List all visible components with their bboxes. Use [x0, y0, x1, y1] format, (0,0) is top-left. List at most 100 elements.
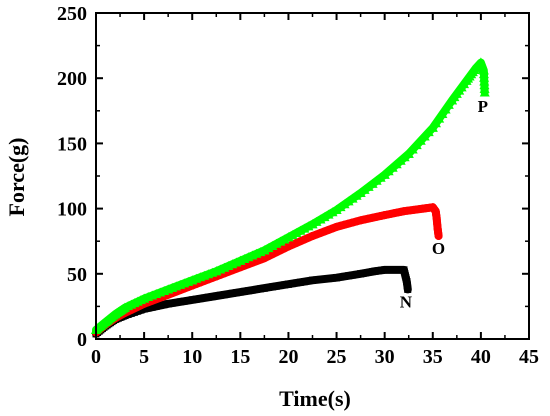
data-point — [110, 309, 121, 319]
data-point — [260, 284, 268, 292]
data-point — [313, 276, 321, 284]
data-point — [236, 288, 244, 296]
data-point — [235, 255, 246, 265]
data-point — [341, 272, 349, 280]
data-point — [163, 284, 174, 294]
data-point — [272, 282, 280, 290]
data-point — [432, 213, 441, 222]
x-axis-title: Time(s) — [279, 386, 351, 411]
data-point — [176, 298, 184, 306]
data-point — [188, 296, 196, 304]
data-point — [204, 293, 212, 301]
data-point — [284, 280, 292, 288]
data-point — [220, 291, 228, 299]
data-point — [319, 212, 330, 222]
data-point — [434, 231, 443, 240]
x-tick-label: 10 — [182, 346, 202, 368]
data-point — [433, 224, 442, 233]
data-point — [184, 297, 192, 305]
data-point — [403, 148, 414, 158]
data-point — [139, 293, 150, 303]
data-point — [256, 285, 264, 293]
data-point — [304, 277, 312, 285]
data-point — [308, 231, 317, 240]
data-point — [276, 282, 284, 290]
y-tick-label: 200 — [57, 68, 87, 90]
data-point — [252, 285, 260, 293]
data-point — [307, 219, 318, 229]
data-point — [284, 242, 293, 251]
x-tick-label: 45 — [519, 346, 539, 368]
annotation-N: N — [400, 293, 413, 312]
data-point — [283, 232, 294, 242]
data-point — [260, 254, 269, 263]
data-point — [168, 299, 176, 307]
annotations: N O P — [400, 97, 488, 312]
data-point — [317, 275, 325, 283]
x-tick-label: 40 — [471, 346, 491, 368]
series-line — [92, 58, 489, 334]
data-point — [232, 289, 240, 297]
data-point — [479, 87, 490, 97]
data-point — [443, 99, 454, 109]
data-point — [419, 204, 428, 213]
data-point — [321, 275, 329, 283]
data-point — [337, 273, 345, 281]
x-tick-label: 0 — [91, 346, 101, 368]
data-point — [371, 267, 379, 275]
data-point — [100, 317, 111, 327]
data-point — [196, 295, 204, 303]
data-point — [300, 278, 308, 286]
data-point — [353, 270, 361, 278]
data-point — [447, 95, 458, 105]
data-point — [357, 270, 365, 278]
data-point — [440, 104, 451, 114]
data-point — [164, 300, 172, 308]
y-tick-label: 150 — [57, 133, 87, 155]
data-point — [259, 245, 270, 255]
data-point — [248, 286, 256, 294]
x-tick-label: 15 — [230, 346, 250, 368]
data-point — [461, 75, 472, 85]
data-point — [119, 302, 130, 312]
data-point — [380, 211, 389, 220]
data-point — [471, 62, 482, 72]
data-point — [244, 287, 252, 295]
series-P — [91, 57, 490, 334]
data-point — [156, 302, 164, 310]
annotation-O: O — [432, 239, 445, 258]
data-point — [427, 122, 438, 132]
data-point — [379, 169, 390, 179]
data-point — [148, 303, 156, 311]
data-point — [280, 281, 288, 289]
data-point — [144, 304, 152, 312]
data-point — [228, 289, 236, 297]
data-point — [216, 291, 224, 299]
data-point — [152, 302, 160, 310]
data-point — [327, 207, 338, 217]
data-point — [212, 292, 220, 300]
data-point — [478, 65, 489, 75]
data-point — [296, 278, 304, 286]
data-point — [333, 274, 341, 282]
data-point — [475, 57, 486, 67]
data-point — [268, 283, 276, 291]
data-point — [187, 275, 198, 285]
y-tick-label: 50 — [67, 264, 87, 286]
data-point — [140, 305, 148, 313]
data-point — [390, 266, 398, 274]
data-point — [323, 209, 334, 219]
data-point — [200, 294, 208, 302]
y-tick-label: 250 — [57, 3, 87, 25]
data-point — [160, 301, 168, 309]
data-point — [434, 113, 445, 123]
data-point — [403, 278, 411, 286]
data-point — [329, 274, 337, 282]
y-axis-title: Force(g) — [4, 138, 29, 217]
y-tick-label: 0 — [77, 329, 87, 351]
x-tick-label: 35 — [423, 346, 443, 368]
series-layer — [91, 57, 490, 338]
x-tick-label: 30 — [375, 346, 395, 368]
data-point — [180, 297, 188, 305]
